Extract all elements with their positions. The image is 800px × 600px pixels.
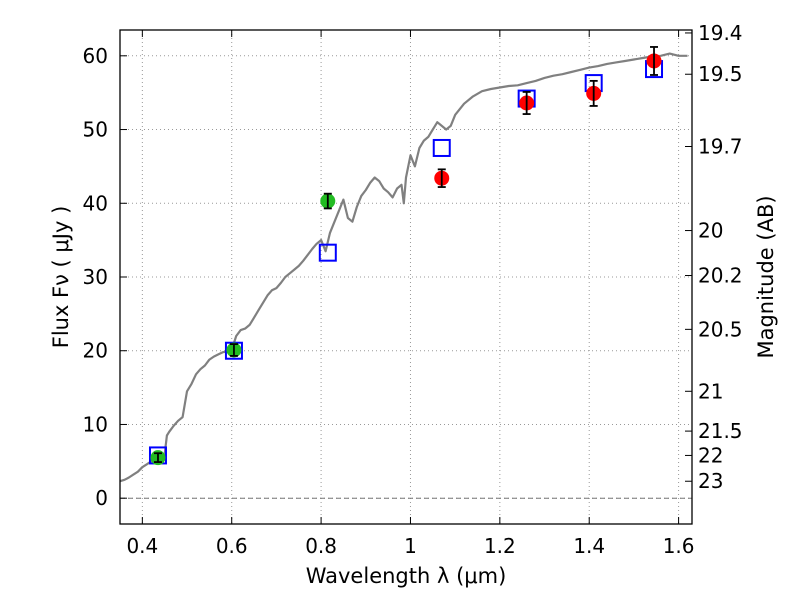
model-photometry-point	[432, 138, 451, 157]
y-tick-label: 30	[83, 265, 108, 289]
magnitude-tick-label: 19.7	[698, 134, 743, 158]
x-tick-label: 0.8	[305, 534, 337, 558]
magnitude-axis-label: Magnitude (AB)	[754, 195, 778, 358]
magnitude-tick-label: 20	[698, 219, 723, 243]
magnitude-tick-label: 23	[698, 469, 723, 493]
y-tick-label: 60	[83, 44, 108, 68]
x-axis: 0.4 0.6 0.8 1 1.2 1.4 1.6	[126, 30, 695, 558]
x-tick-label: 1	[404, 534, 417, 558]
y-tick-label: 40	[83, 191, 108, 215]
x-tick-label: 1.4	[573, 534, 605, 558]
model-photometry-point	[318, 243, 337, 262]
x-tick-label: 0.6	[216, 534, 248, 558]
spectrum-line	[119, 52, 688, 483]
magnitude-tick-label: 20.5	[698, 317, 743, 341]
spectrum-layer	[119, 52, 688, 483]
x-tick-label: 1.6	[663, 534, 695, 558]
magnitude-tick-label: 22	[698, 443, 723, 467]
markers-layer	[148, 46, 664, 466]
y-tick-label: 0	[95, 486, 108, 510]
y-axis-label: Flux Fν ( μJy )	[49, 206, 73, 349]
magnitude-tick-label: 21.5	[698, 419, 743, 443]
x-axis-label: Wavelength λ (μm)	[306, 564, 507, 588]
magnitude-tick-label: 19.4	[698, 21, 743, 45]
y-tick-label: 20	[83, 339, 108, 363]
y-tick-label: 50	[83, 118, 108, 142]
x-tick-label: 0.4	[126, 534, 158, 558]
x-tick-label: 1.2	[484, 534, 516, 558]
magnitude-tick-label: 19.5	[698, 62, 743, 86]
y-axis: 0 10 20 30 40 50 60	[83, 44, 127, 510]
magnitude-tick-label: 21	[698, 379, 723, 403]
magnitude-tick-label: 20.2	[698, 264, 743, 288]
y-tick-label: 10	[83, 412, 108, 436]
